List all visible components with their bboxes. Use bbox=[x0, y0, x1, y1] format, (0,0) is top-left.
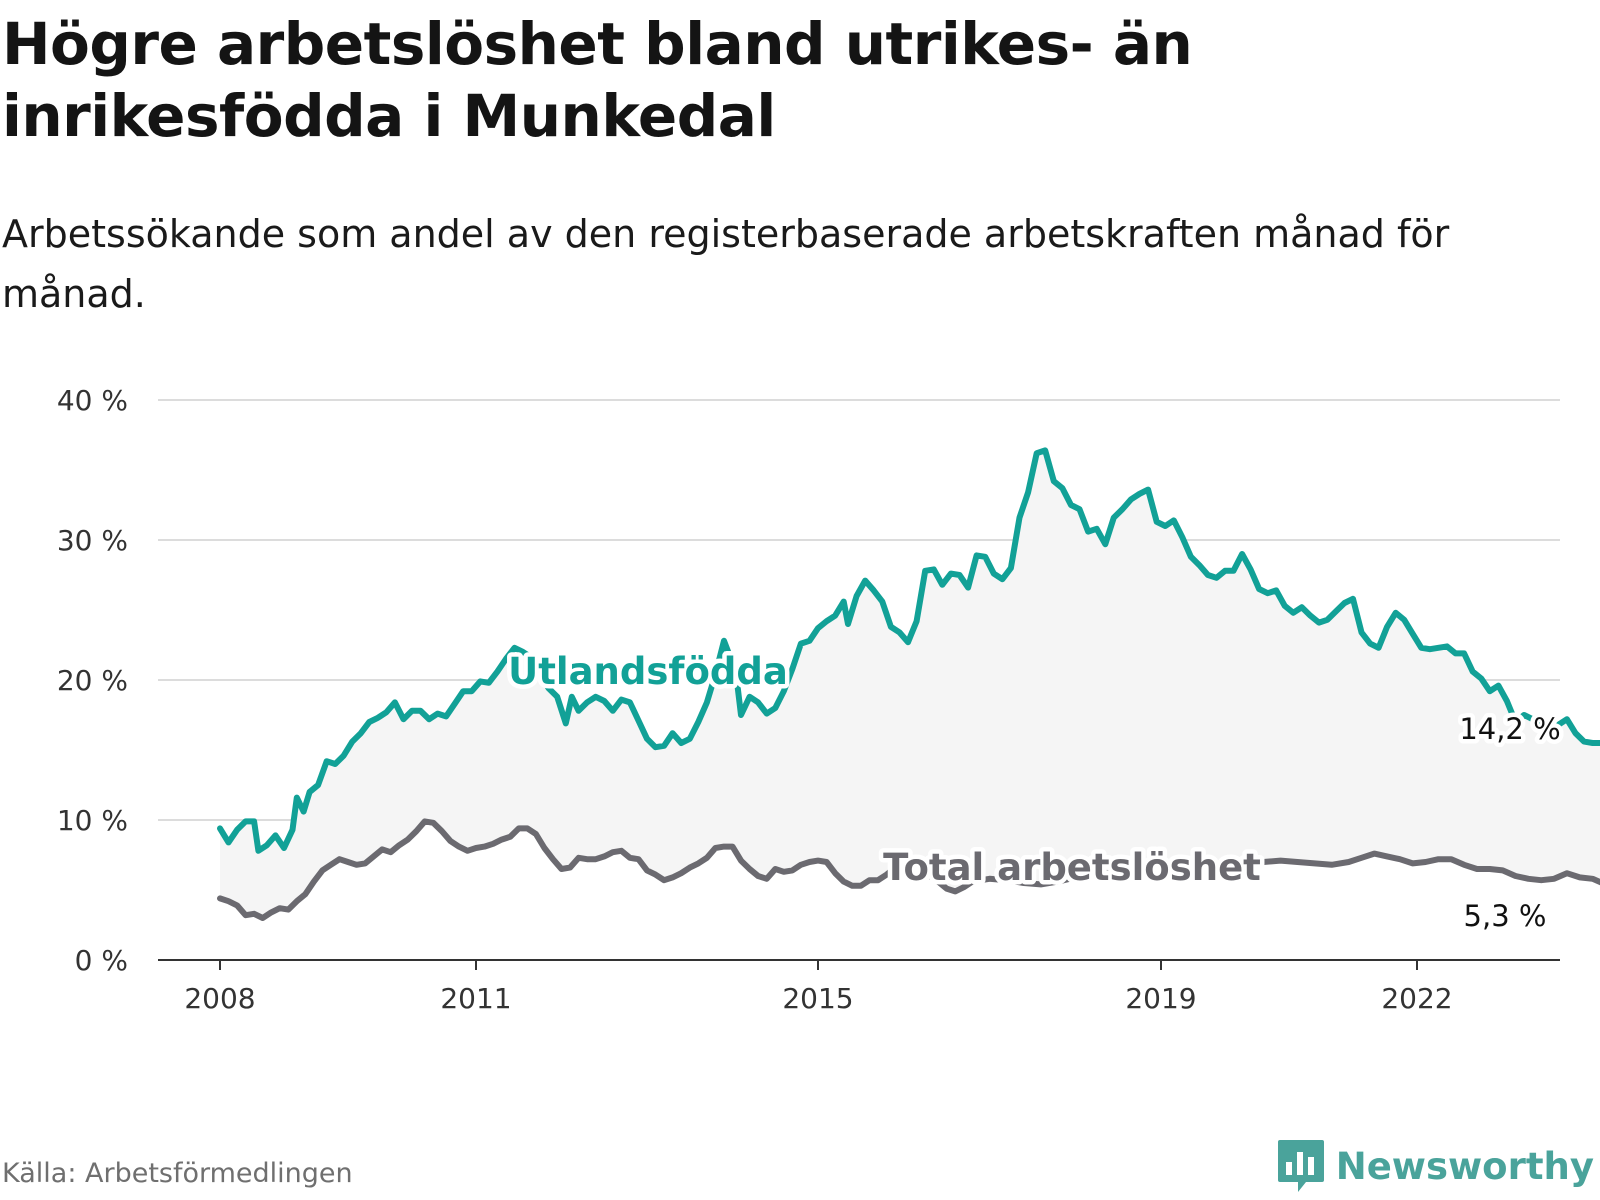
series-label-total-halo: Total arbetslöshet bbox=[883, 846, 1261, 889]
chart-subtitle: Arbetssökande som andel av den registerb… bbox=[2, 212, 1450, 316]
series-label-utlandsfodda-halo: Utlandsfödda bbox=[508, 650, 788, 693]
series-label-total: Total arbetslöshet bbox=[883, 846, 1261, 889]
chart-title: Högre arbetslöshet bland utrikes- än inr… bbox=[2, 10, 1193, 150]
brand-name: Newsworthy bbox=[1335, 1144, 1594, 1188]
series-line-total bbox=[217, 818, 1600, 921]
y-tick-label: 0 % bbox=[75, 944, 128, 977]
y-tick-label: 20 % bbox=[57, 664, 128, 697]
bar-chart-speech-bubble-icon bbox=[1277, 1140, 1324, 1192]
source-note: Källa: Arbetsförmedlingen bbox=[2, 1158, 353, 1189]
end-label-utlandsfodda: 14,2 % bbox=[1459, 712, 1560, 746]
end-label-total-halo: 5,3 % bbox=[1464, 899, 1547, 933]
series-lines bbox=[217, 447, 1600, 921]
brand-logo: Newsworthy bbox=[1276, 1138, 1594, 1194]
x-tick-label: 2015 bbox=[782, 982, 853, 1015]
end-label-utlandsfodda-halo: 14,2 % bbox=[1459, 712, 1560, 746]
y-tick-label: 40 % bbox=[57, 384, 128, 417]
x-tick-label: 2008 bbox=[184, 982, 255, 1015]
end-label-total: 5,3 % bbox=[1464, 899, 1547, 933]
series-label-utlandsfodda: Utlandsfödda bbox=[508, 650, 788, 693]
x-tick-label: 2011 bbox=[440, 982, 511, 1015]
line-chart: 0 %10 %20 %30 %40 %2008 2011 2015 2019 2022 … bbox=[57, 384, 1600, 1015]
y-tick-label: 10 % bbox=[57, 804, 128, 837]
series-line-utlandsfodda bbox=[217, 447, 1600, 854]
x-tick-label: 2022 bbox=[1381, 982, 1452, 1015]
y-tick-label: 30 % bbox=[57, 524, 128, 557]
difference-band bbox=[220, 450, 1600, 918]
x-tick-label: 2019 bbox=[1125, 982, 1196, 1015]
axes: 0 % 10 % 20 % 30 % 40 % 2008 2011 2015 2019 2022 bbox=[57, 384, 1560, 1015]
